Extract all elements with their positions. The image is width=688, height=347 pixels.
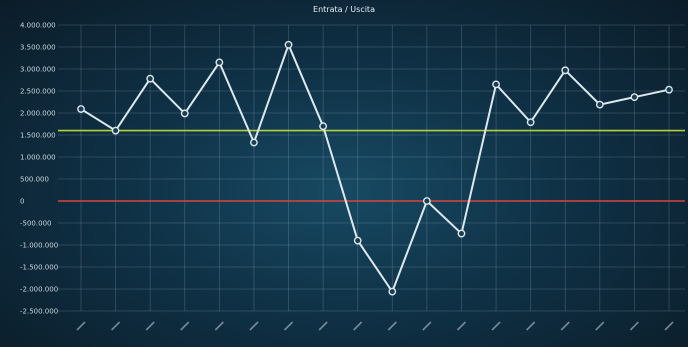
data-point [215,58,224,67]
y-tick-label: 1.500.000 [20,132,56,140]
data-point [665,85,673,94]
chart-title: Entrata / Uscita [313,5,375,14]
data-point [146,74,155,83]
y-tick-label: 2.500.000 [20,88,56,96]
x-tick-mark [76,321,86,331]
x-tick-mark [526,321,536,331]
data-point [388,287,397,296]
grid [58,24,685,312]
y-tick-label: 0 [20,198,24,206]
data-point [630,93,639,102]
data-point [492,80,500,89]
y-tick-label: 1.000.000 [20,154,56,162]
y-tick-label: -1.500.000 [20,264,58,272]
x-tick-mark [387,321,397,331]
data-point [595,100,604,109]
x-tick-mark [283,321,294,331]
y-tick-label: 4.000.000 [20,22,56,30]
x-tick-mark [629,321,639,331]
x-tick-mark [318,321,328,331]
x-tick-mark [249,321,259,331]
data-point [77,105,85,113]
data-point [422,197,431,205]
y-tick-label: 3.000.000 [20,66,56,74]
data-point [526,118,535,127]
data-point [457,229,466,238]
y-tick-label: 2.000.000 [20,110,56,118]
x-tick-mark [595,321,605,331]
y-axis-ticks: 4.000.000 3.500.000 3.000.000 2.500.000 2.00… [20,22,58,316]
y-tick-label: -2.000.000 [20,286,58,294]
x-tick-mark [560,321,570,331]
x-tick-mark [664,321,674,331]
data-point [250,138,258,147]
series-line [80,43,670,293]
data-point [353,236,362,245]
x-tick-mark [214,321,224,331]
data-point [111,126,120,135]
x-tick-mark [422,321,432,331]
x-tick-mark [180,321,190,331]
y-tick-label: -2.500.000 [20,308,58,316]
y-tick-label: 500.000 [20,176,49,184]
data-point [561,66,570,75]
reference-lines [58,129,685,202]
y-tick-label: -1.000.000 [20,242,58,250]
data-point [319,122,328,131]
series-layer [77,40,673,296]
x-tick-mark [145,321,155,331]
data-point [180,109,189,118]
x-tick-mark [111,321,121,331]
x-axis-ticks [76,321,674,331]
data-point [284,40,293,49]
y-tick-label: -500.000 [20,220,51,228]
y-tick-label: 3.500.000 [20,44,56,52]
x-tick-mark [456,321,467,331]
x-tick-mark [491,321,501,331]
x-tick-mark [353,321,363,331]
